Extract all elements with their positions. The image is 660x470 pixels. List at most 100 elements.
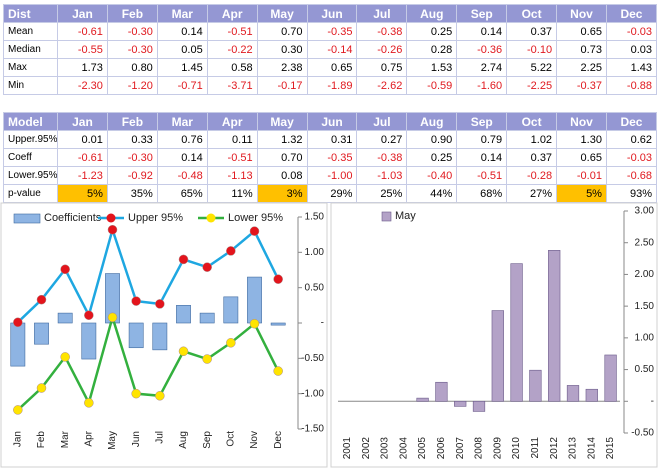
x-tick-label: Sep <box>202 431 213 449</box>
x-tick-label: 2005 <box>417 437 428 460</box>
x-tick-label: 2004 <box>398 437 409 460</box>
bar <box>105 273 120 324</box>
value-cell: -2.25 <box>506 76 558 95</box>
y-tick-label: 1.00 <box>635 332 655 343</box>
x-tick-label: Aug <box>178 431 189 449</box>
value-cell: -1.20 <box>106 76 158 95</box>
y-tick-label: -0.50 <box>301 353 324 364</box>
legend-marker <box>206 213 216 223</box>
x-tick-label: 2010 <box>511 437 522 460</box>
legend-swatch <box>381 211 392 222</box>
value-cell: -1.00 <box>306 166 358 185</box>
value-cell: 27% <box>506 184 558 203</box>
marker <box>155 299 165 309</box>
y-tick-label: -1.50 <box>301 424 324 435</box>
value-cell: -1.60 <box>456 76 508 95</box>
value-cell: 35% <box>106 184 158 203</box>
bar <box>81 322 97 360</box>
x-tick-label: 2001 <box>342 437 353 460</box>
marker <box>202 354 212 364</box>
value-cell: 0.79 <box>456 130 508 149</box>
x-tick-label: 2002 <box>361 437 372 460</box>
bar <box>57 312 73 324</box>
x-tick-label: 2015 <box>605 437 616 460</box>
x-tick-label: Jan <box>12 431 23 447</box>
value-cell: -0.30 <box>106 148 158 167</box>
legend-label: Lower 95% <box>228 212 283 224</box>
bar <box>152 322 168 351</box>
value-cell: 1.32 <box>256 130 308 149</box>
bar <box>585 388 598 402</box>
header-cell: Feb <box>106 112 158 131</box>
row-label: Min <box>3 76 58 95</box>
marker <box>273 366 283 376</box>
marker <box>107 224 118 235</box>
line <box>16 312 280 411</box>
x-tick-label: 2013 <box>568 437 579 460</box>
x-tick-label: 2012 <box>549 437 560 460</box>
y-tick-label: -1.00 <box>301 388 324 399</box>
y-tick-label: 1.00 <box>305 247 325 258</box>
value-cell: 11% <box>206 184 258 203</box>
legend-label: May <box>395 210 416 222</box>
value-cell: -0.17 <box>256 76 308 95</box>
marker <box>273 274 283 284</box>
bar <box>435 381 448 402</box>
y-tick-label: 0.50 <box>305 282 325 293</box>
x-tick-label: Nov <box>249 431 260 449</box>
header-cell: Aug <box>406 4 458 23</box>
value-cell: -1.13 <box>206 166 258 185</box>
value-cell: 29% <box>306 184 358 203</box>
value-cell: 25% <box>356 184 408 203</box>
bar <box>416 397 429 402</box>
y-tick-label: 0.50 <box>635 364 655 375</box>
marker <box>249 226 260 236</box>
bar <box>128 322 144 349</box>
value-cell: -3.71 <box>206 76 258 95</box>
value-cell: 0.11 <box>206 130 258 149</box>
value-cell: 0.28 <box>406 40 458 59</box>
marker <box>131 296 141 306</box>
marker <box>13 317 23 328</box>
dist-table: Dist Jan Feb Mar Apr May Jun Jul Aug Sep Oct Nov Dec… <box>3 4 658 95</box>
value-cell: 0.62 <box>605 130 658 149</box>
value-cell: 44% <box>406 184 458 203</box>
bar <box>34 322 49 345</box>
header-cell: Oct <box>506 112 558 131</box>
header-cell: Dec <box>605 4 658 23</box>
legend-label: Coefficients <box>44 212 102 224</box>
x-tick-label: Jun <box>131 431 142 447</box>
header-cell: May <box>256 112 308 131</box>
x-tick-label: 2008 <box>474 437 485 460</box>
bar <box>176 305 191 324</box>
y-tick-label: - <box>651 396 654 407</box>
marker <box>226 246 236 256</box>
x-tick-label: Jul <box>154 431 165 444</box>
value-cell: 2.74 <box>456 58 508 77</box>
header-cell: Apr <box>206 4 258 23</box>
header-cell: Mar <box>156 112 208 131</box>
marker <box>131 388 141 399</box>
row-label: p-value <box>3 184 58 203</box>
value-cell: 93% <box>605 184 658 203</box>
legend-label: Upper 95% <box>128 212 183 224</box>
legend-marker <box>106 213 116 223</box>
x-tick-label: 2003 <box>380 437 391 460</box>
bar <box>604 354 617 402</box>
marker <box>178 254 189 265</box>
value-cell: 3% <box>256 184 308 203</box>
value-cell: 0.14 <box>456 148 508 167</box>
value-cell: -0.88 <box>605 76 658 95</box>
y-tick-label: 1.50 <box>305 212 325 223</box>
bar <box>566 385 580 402</box>
marker <box>226 338 236 348</box>
y-tick-label: -0.50 <box>631 428 654 439</box>
bar <box>529 369 542 402</box>
header-cell: Aug <box>406 112 458 131</box>
y-tick-label: 1.50 <box>635 301 655 312</box>
value-cell: 0.70 <box>256 22 308 41</box>
marker <box>178 346 189 357</box>
bar <box>454 400 467 407</box>
header-cell: Dist <box>3 4 58 23</box>
